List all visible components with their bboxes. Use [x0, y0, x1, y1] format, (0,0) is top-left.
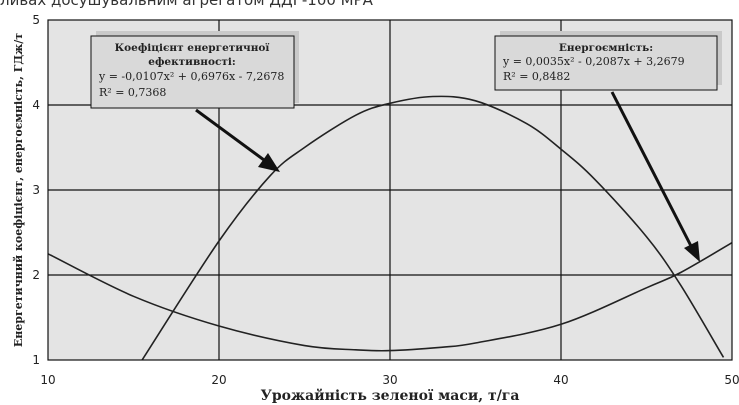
equation-box-2-title: Енергоємність: — [559, 42, 653, 54]
plot-border — [47, 19, 733, 361]
equation-box-1-title-1: Коефіцієнт енергетичної — [115, 42, 270, 54]
x-tick-label-20: 20 — [211, 373, 226, 387]
x-tick-label-40: 40 — [553, 373, 568, 387]
x-tick-label-30: 30 — [382, 373, 397, 387]
arrow-energy-intensity — [610, 91, 700, 262]
x-tick-label-50: 50 — [724, 373, 739, 387]
y-tick-label-4: 4 — [32, 98, 40, 112]
series-line-2 — [47, 242, 733, 352]
x-tick-label-10: 10 — [40, 373, 55, 387]
y-tick-label-3: 3 — [32, 183, 40, 197]
curves — [47, 95, 733, 361]
y-tick-label-2: 2 — [32, 268, 40, 282]
equation-box-2-formula: y = 0,0035x² - 0,2087x + 3,2679 — [502, 55, 685, 68]
x-axis-title: Урожайність зеленої маси, т/га — [261, 387, 520, 404]
equation-box-1-formula: y = -0,0107x² + 0,6976x - 7,2678 — [98, 70, 284, 83]
series-line-1 — [141, 95, 725, 361]
y-axis-title: Енергетичний коефіцієнт, енергоємність, … — [12, 33, 25, 347]
equation-box-efficiency: Коефіцієнт енергетичної ефективності: y … — [90, 31, 299, 109]
top-caption: ливах досушувальним агрегатом ДДГ-100 МР… — [0, 0, 373, 9]
equation-box-2-r2: R² = 0,8482 — [503, 70, 570, 83]
arrow-efficiency — [195, 108, 280, 172]
equation-box-energy-intensity: Енергоємність: y = 0,0035x² - 0,2087x + … — [494, 31, 722, 91]
equation-box-1-r2: R² = 0,7368 — [99, 86, 166, 99]
y-tick-label-1: 1 — [32, 353, 40, 367]
y-tick-label-5: 5 — [32, 13, 40, 27]
equation-box-1-title-2: ефективності: — [148, 56, 235, 68]
tick-labels: 10 20 30 40 50 1 2 3 4 5 — [32, 13, 739, 387]
